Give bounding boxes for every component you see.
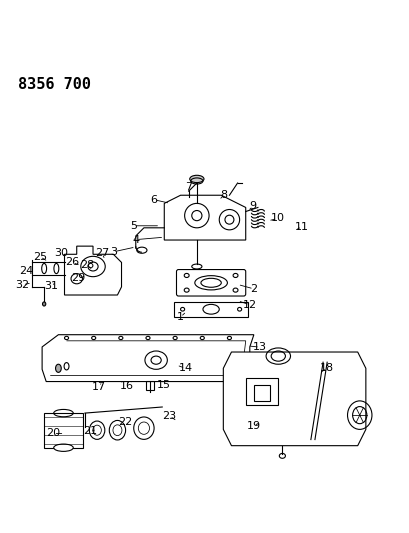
Text: 20: 20 bbox=[46, 429, 61, 439]
Text: 4: 4 bbox=[132, 235, 139, 245]
Text: 30: 30 bbox=[54, 248, 68, 257]
Ellipse shape bbox=[43, 302, 46, 306]
Text: 31: 31 bbox=[44, 281, 58, 291]
Polygon shape bbox=[42, 335, 253, 382]
Text: 3: 3 bbox=[110, 247, 117, 257]
Bar bbox=[44, 413, 83, 448]
Text: 9: 9 bbox=[249, 201, 256, 211]
Text: 15: 15 bbox=[156, 379, 170, 390]
Text: 26: 26 bbox=[65, 257, 79, 268]
Text: 11: 11 bbox=[294, 222, 308, 232]
Text: 1: 1 bbox=[177, 312, 184, 322]
Bar bbox=[245, 378, 278, 405]
Text: 16: 16 bbox=[119, 381, 133, 391]
Text: 21: 21 bbox=[83, 426, 97, 437]
Text: 18: 18 bbox=[319, 364, 333, 373]
Text: 24: 24 bbox=[20, 265, 34, 276]
Text: 29: 29 bbox=[71, 273, 85, 284]
Text: 12: 12 bbox=[242, 300, 256, 310]
Polygon shape bbox=[223, 352, 365, 446]
Text: 8: 8 bbox=[219, 190, 226, 200]
Text: 6: 6 bbox=[150, 195, 157, 205]
Text: 28: 28 bbox=[80, 260, 94, 270]
Ellipse shape bbox=[54, 444, 73, 451]
Polygon shape bbox=[164, 195, 245, 240]
Ellipse shape bbox=[55, 364, 61, 373]
Bar bbox=[174, 302, 247, 317]
Bar bbox=[146, 381, 154, 390]
Text: 10: 10 bbox=[270, 213, 284, 223]
Text: 7: 7 bbox=[185, 182, 192, 192]
Text: 23: 23 bbox=[162, 411, 176, 421]
Text: 14: 14 bbox=[178, 364, 192, 373]
Text: 27: 27 bbox=[94, 248, 109, 258]
Text: 2: 2 bbox=[249, 284, 257, 294]
Text: 5: 5 bbox=[130, 221, 137, 231]
Text: 19: 19 bbox=[246, 421, 260, 431]
Text: 17: 17 bbox=[92, 382, 106, 392]
Polygon shape bbox=[64, 246, 121, 295]
Ellipse shape bbox=[189, 175, 204, 183]
FancyBboxPatch shape bbox=[176, 270, 245, 296]
Text: 13: 13 bbox=[252, 342, 266, 352]
Text: 32: 32 bbox=[16, 280, 29, 290]
Text: 25: 25 bbox=[33, 252, 47, 262]
Bar bbox=[253, 385, 270, 401]
Text: 22: 22 bbox=[118, 417, 133, 427]
Text: 8356 700: 8356 700 bbox=[18, 77, 90, 92]
